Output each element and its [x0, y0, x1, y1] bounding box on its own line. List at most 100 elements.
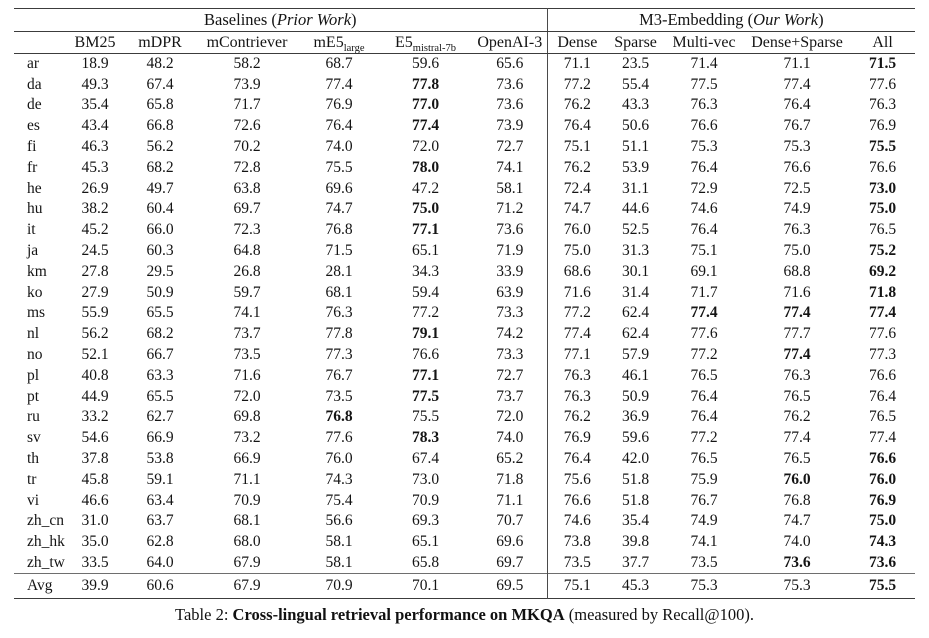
table-row: sv 54.6 66.9 73.2 77.6 78.3 74.0 76.9 59.6 77.2 77… — [14, 427, 915, 449]
table-row: tr 45.8 59.1 71.1 74.3 73.0 71.8 75.6 51.8 75.9 76… — [14, 469, 915, 491]
cell: 77.6 — [869, 325, 897, 343]
cell: 77.4 — [411, 117, 440, 135]
cell: 45.2 — [81, 221, 109, 239]
table-row: he 26.9 49.7 63.8 69.6 47.2 58.1 72.4 31.1 72.9 72… — [14, 178, 915, 200]
caption-prefix: Table 2: — [175, 605, 233, 624]
column-header-mdpr: mDPR — [126, 31, 194, 54]
cell: 76.4 — [325, 117, 353, 135]
cell: 76.5 — [869, 408, 897, 426]
cell: 73.6 — [473, 74, 548, 96]
cell: 76.4 — [869, 387, 897, 405]
cell: 77.4 — [325, 75, 353, 93]
row-label: ja — [27, 242, 39, 260]
cell: 63.9 — [473, 282, 548, 304]
cell: 34.3 — [411, 262, 440, 280]
group-header-baselines-close: ) — [351, 10, 357, 29]
cell: 59.6 — [622, 429, 650, 447]
cell: 49.7 — [146, 179, 174, 197]
cell: 76.5 — [869, 221, 897, 239]
cell: 77.3 — [869, 346, 897, 364]
cell: 75.0 — [411, 200, 440, 218]
cell: 55.9 — [81, 304, 109, 322]
cell: 76.0 — [325, 450, 353, 468]
cell: 39.8 — [622, 533, 650, 551]
row-label: sv — [27, 429, 41, 447]
column-header-multi-vec: Multi-vec — [664, 31, 745, 54]
cell: 58.1 — [325, 553, 353, 571]
group-header-m3-text: M3-Embedding ( — [639, 10, 754, 29]
cell: 75.0 — [783, 242, 811, 260]
cell: 70.7 — [473, 511, 548, 532]
cell: 76.4 — [690, 158, 718, 176]
row-label: ko — [27, 283, 43, 301]
cell: 71.7 — [233, 96, 261, 114]
cell: 65.2 — [473, 448, 548, 470]
cell: 50.9 — [622, 387, 650, 405]
cell: 59.7 — [233, 283, 261, 301]
cell: 75.3 — [690, 138, 718, 156]
row-label: th — [27, 450, 40, 468]
cell: 74.6 — [563, 512, 591, 530]
cell: 76.6 — [411, 346, 440, 364]
cell: 77.3 — [325, 346, 353, 364]
cell: 65.6 — [473, 53, 548, 75]
cell: 54.6 — [81, 429, 109, 447]
cell: 45.3 — [607, 572, 665, 599]
cell: 73.0 — [411, 470, 440, 488]
cell: 75.3 — [744, 572, 851, 599]
cell: 64.0 — [146, 553, 174, 571]
row-label: no — [27, 346, 43, 364]
cell: 62.4 — [622, 304, 650, 322]
cell: 60.4 — [146, 200, 174, 218]
cell: 36.9 — [622, 408, 650, 426]
cell: 74.9 — [783, 200, 811, 218]
cell: 77.2 — [563, 304, 591, 322]
cell: 77.4 — [869, 304, 897, 322]
cell: 77.1 — [563, 346, 591, 364]
cell: 69.6 — [473, 531, 548, 553]
column-header-openai-3: OpenAI-3 — [473, 31, 548, 54]
cell: 71.6 — [563, 283, 591, 301]
cell: 70.2 — [233, 138, 261, 156]
cell: 74.7 — [325, 200, 353, 218]
cell: 68.2 — [146, 325, 174, 343]
cell: 70.1 — [378, 572, 473, 599]
group-header-baselines: Baselines (Prior Work) — [14, 8, 548, 32]
cell: 74.2 — [473, 323, 548, 345]
cell: 74.0 — [325, 138, 353, 156]
language-column-header — [14, 31, 64, 54]
cell: 75.0 — [563, 242, 591, 260]
cell: 68.2 — [146, 158, 174, 176]
cell: 42.0 — [622, 450, 650, 468]
group-header-row: Baselines (Prior Work) M3-Embedding (Our… — [14, 8, 916, 32]
cell: 76.6 — [869, 158, 897, 176]
cell: 75.4 — [325, 491, 353, 509]
cell: 76.5 — [783, 450, 811, 468]
cell: 71.1 — [473, 490, 548, 512]
cell: 75.5 — [325, 158, 353, 176]
table-row: ar 18.9 48.2 58.2 68.7 59.6 65.6 71.1 23.5 71.4 71… — [14, 53, 915, 75]
cell: 37.7 — [622, 553, 650, 571]
cell: 76.9 — [563, 429, 591, 447]
cell: 67.9 — [233, 553, 261, 571]
row-label: tr — [27, 470, 37, 488]
cell: 74.9 — [690, 512, 718, 530]
cell: 18.9 — [81, 55, 109, 73]
cell: 71.4 — [690, 55, 718, 73]
cell: 56.6 — [325, 512, 353, 530]
cell: 39.9 — [64, 572, 126, 599]
cell: 69.7 — [233, 200, 261, 218]
table-row: pt 44.9 65.5 72.0 73.5 77.5 73.7 76.3 50.9 76.4 76… — [14, 386, 915, 408]
table-row: no 52.1 66.7 73.5 77.3 76.6 73.3 77.1 57.9 77.2 77… — [14, 344, 915, 366]
cell: 75.1 — [563, 138, 591, 156]
cell: 77.1 — [411, 221, 440, 239]
row-label: zh_tw — [27, 553, 65, 571]
cell: 75.3 — [664, 572, 745, 599]
cell: 63.4 — [146, 491, 174, 509]
row-label: fi — [27, 138, 37, 156]
row-label: de — [27, 96, 42, 114]
cell: 76.4 — [690, 221, 718, 239]
table-row: zh_tw 33.5 64.0 67.9 58.1 65.8 69.7 73.5 37.7 73.… — [14, 552, 915, 574]
cell: 24.5 — [81, 242, 109, 260]
